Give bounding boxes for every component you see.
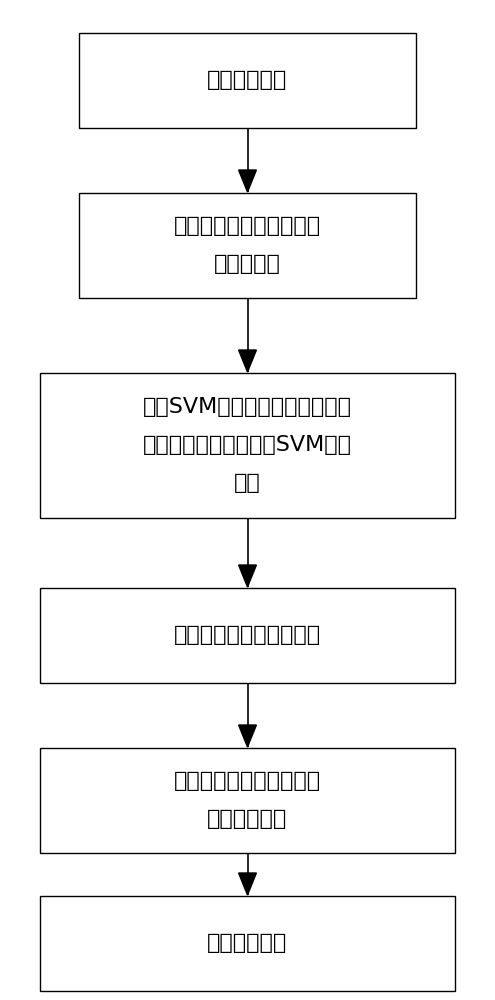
Polygon shape xyxy=(239,725,256,747)
Text: 本数据进行训练，确定SVM模型: 本数据进行训练，确定SVM模型 xyxy=(143,435,352,455)
Text: 结构: 结构 xyxy=(234,473,261,493)
Text: 建立SVM回归预测模型，利用样: 建立SVM回归预测模型，利用样 xyxy=(143,397,352,417)
Bar xyxy=(40,748,455,852)
Bar xyxy=(40,587,455,682)
Bar xyxy=(79,32,416,127)
Bar xyxy=(79,192,416,298)
Text: 的样本数据: 的样本数据 xyxy=(214,254,281,274)
Polygon shape xyxy=(239,170,256,192)
Text: 选择预警因子: 选择预警因子 xyxy=(207,70,288,90)
Text: 得到预测结果: 得到预测结果 xyxy=(207,933,288,953)
Bar xyxy=(40,896,455,990)
Text: 进行光伏发电量初步预测: 进行光伏发电量初步预测 xyxy=(174,625,321,645)
Text: 结果进行修正: 结果进行修正 xyxy=(207,809,288,829)
Polygon shape xyxy=(239,873,256,895)
Text: 应用马尔科夫方法对预测: 应用马尔科夫方法对预测 xyxy=(174,771,321,791)
Polygon shape xyxy=(239,350,256,372)
Text: 根据预警因子收集一定量: 根据预警因子收集一定量 xyxy=(174,216,321,236)
Polygon shape xyxy=(239,565,256,587)
Bar xyxy=(40,372,455,518)
